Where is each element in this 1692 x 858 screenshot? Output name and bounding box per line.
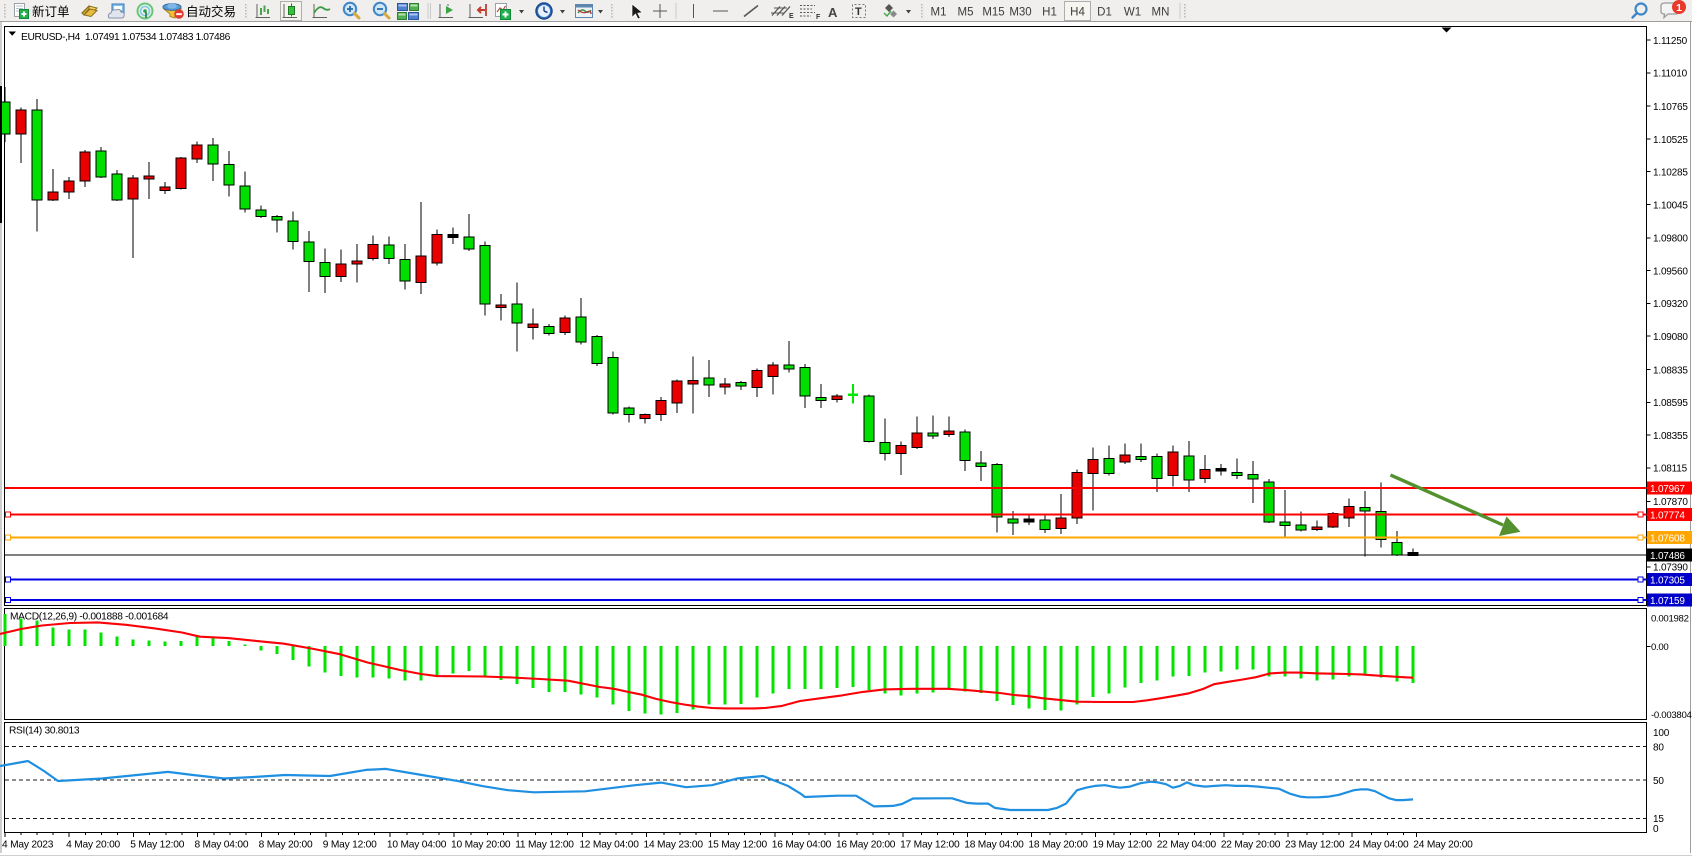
svg-text:24 May 20:00: 24 May 20:00 — [1413, 840, 1473, 851]
svg-text:1.10045: 1.10045 — [1653, 200, 1688, 211]
svg-text:RSI(14) 30.8013: RSI(14) 30.8013 — [9, 726, 80, 737]
svg-text:18 May 04:00: 18 May 04:00 — [964, 840, 1024, 851]
svg-text:1: 1 — [1676, 2, 1682, 14]
svg-text:1.10285: 1.10285 — [1653, 168, 1688, 179]
svg-text:1.09320: 1.09320 — [1653, 299, 1688, 310]
svg-text:1.09560: 1.09560 — [1653, 266, 1688, 277]
svg-text:1.07159: 1.07159 — [1650, 596, 1685, 607]
svg-text:15 May 12:00: 15 May 12:00 — [708, 840, 768, 851]
svg-text:16 May 20:00: 16 May 20:00 — [836, 840, 896, 851]
svg-text:1.09080: 1.09080 — [1653, 332, 1688, 343]
svg-text:0.001982: 0.001982 — [1651, 614, 1689, 625]
svg-text:8 May 04:00: 8 May 04:00 — [194, 840, 248, 851]
svg-text:A: A — [828, 5, 838, 20]
svg-text:8 May 20:00: 8 May 20:00 — [259, 840, 313, 851]
svg-text:14 May 23:00: 14 May 23:00 — [644, 840, 704, 851]
svg-text:M1: M1 — [931, 7, 947, 19]
svg-text:1.07305: 1.07305 — [1650, 575, 1685, 586]
svg-text:24 May 04:00: 24 May 04:00 — [1349, 840, 1409, 851]
svg-text:0: 0 — [1653, 824, 1659, 835]
svg-text:自动交易: 自动交易 — [186, 4, 236, 19]
svg-text:H1: H1 — [1042, 7, 1057, 19]
svg-text:1.07486: 1.07486 — [1650, 551, 1685, 562]
svg-text:1.11010: 1.11010 — [1653, 69, 1688, 80]
svg-text:23 May 12:00: 23 May 12:00 — [1285, 840, 1345, 851]
svg-text:10 May 20:00: 10 May 20:00 — [451, 840, 511, 851]
svg-text:4 May 2023: 4 May 2023 — [2, 840, 54, 851]
svg-text:1.07774: 1.07774 — [1650, 510, 1685, 521]
svg-text:15: 15 — [1653, 814, 1664, 825]
svg-text:-0.003804: -0.003804 — [1651, 710, 1692, 721]
svg-text:18 May 20:00: 18 May 20:00 — [1028, 840, 1088, 851]
svg-text:16 May 04:00: 16 May 04:00 — [772, 840, 832, 851]
svg-text:22 May 20:00: 22 May 20:00 — [1221, 840, 1281, 851]
svg-text:F: F — [816, 14, 821, 21]
svg-text:M5: M5 — [958, 7, 974, 19]
svg-text:1.10525: 1.10525 — [1653, 135, 1688, 146]
svg-text:1.08115: 1.08115 — [1653, 464, 1688, 475]
svg-text:80: 80 — [1653, 743, 1664, 754]
svg-text:D1: D1 — [1097, 7, 1112, 19]
svg-text:EURUSD-,H4 1.07491 1.07534 1.: EURUSD-,H4 1.07491 1.07534 1.07483 1.074… — [21, 32, 231, 43]
svg-text:22 May 04:00: 22 May 04:00 — [1157, 840, 1217, 851]
svg-text:1.08595: 1.08595 — [1653, 398, 1688, 409]
svg-text:1.10765: 1.10765 — [1653, 102, 1688, 113]
svg-text:50: 50 — [1653, 776, 1664, 787]
svg-text:17 May 12:00: 17 May 12:00 — [900, 840, 960, 851]
svg-text:1.09800: 1.09800 — [1653, 234, 1688, 245]
svg-text:1.11250: 1.11250 — [1653, 36, 1688, 47]
svg-text:W1: W1 — [1124, 7, 1141, 19]
svg-text:1.07390: 1.07390 — [1653, 563, 1688, 574]
svg-text:1.08355: 1.08355 — [1653, 431, 1688, 442]
svg-text:M15: M15 — [982, 7, 1004, 19]
svg-text:5 May 12:00: 5 May 12:00 — [130, 840, 184, 851]
svg-text:E: E — [789, 13, 794, 20]
svg-text:1.07967: 1.07967 — [1650, 484, 1685, 495]
svg-text:1.08835: 1.08835 — [1653, 365, 1688, 376]
svg-text:10 May 04:00: 10 May 04:00 — [387, 840, 447, 851]
svg-text:11 May 12:00: 11 May 12:00 — [515, 840, 574, 851]
svg-text:T: T — [855, 6, 862, 18]
svg-text:1.07608: 1.07608 — [1650, 533, 1685, 544]
svg-text:MN: MN — [1152, 7, 1170, 19]
svg-text:9 May 12:00: 9 May 12:00 — [323, 840, 377, 851]
svg-text:1.07870: 1.07870 — [1653, 497, 1688, 508]
svg-text:MACD(12,26,9) -0.001888 -0.001: MACD(12,26,9) -0.001888 -0.001684 — [10, 612, 169, 623]
svg-text:4 May 20:00: 4 May 20:00 — [66, 840, 120, 851]
svg-text:H4: H4 — [1070, 7, 1085, 19]
svg-text:M30: M30 — [1009, 7, 1031, 19]
svg-text:100: 100 — [1653, 728, 1670, 739]
svg-text:12 May 04:00: 12 May 04:00 — [579, 840, 639, 851]
svg-text:0.00: 0.00 — [1651, 642, 1668, 653]
svg-text:19 May 12:00: 19 May 12:00 — [1093, 840, 1153, 851]
svg-text:新订单: 新订单 — [32, 4, 70, 19]
